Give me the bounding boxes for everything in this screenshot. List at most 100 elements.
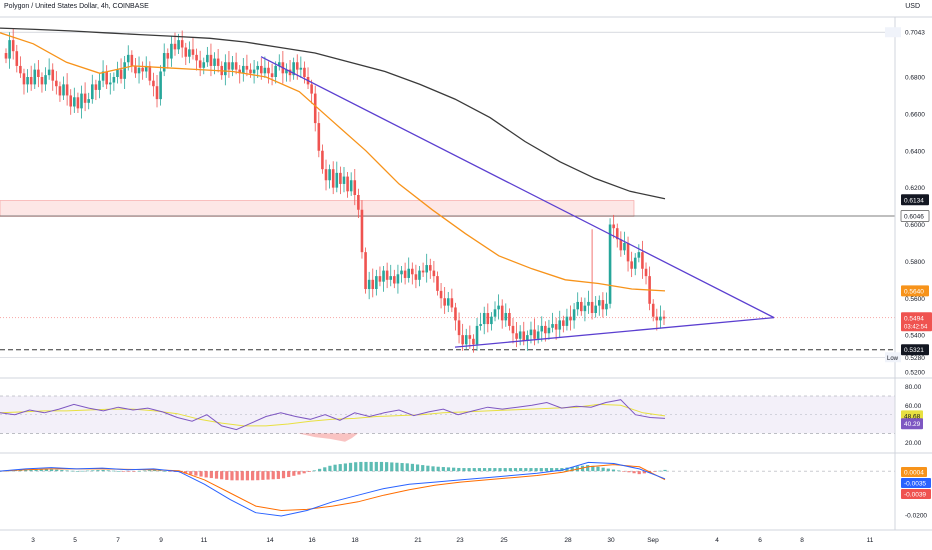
candle-body: [76, 97, 80, 109]
symbol-title: Polygon / United States Dollar, 4h, COIN…: [4, 3, 149, 10]
candle-body: [396, 274, 400, 284]
macd-histogram-bar: [49, 469, 54, 472]
candle-body: [8, 40, 11, 59]
macd-histogram-bar: [472, 468, 476, 472]
axes: 0.6800 0.6600 0.6400 0.6200 0.6000 0.5800 0.56…: [0, 16, 932, 544]
candle-body: [518, 331, 522, 339]
candle-body: [267, 67, 270, 74]
candle-body: [148, 65, 152, 81]
rsi-tick-label: 80.00: [905, 384, 922, 391]
macd-histogram-bar: [132, 471, 136, 472]
resistance-badge-border: [900, 210, 930, 222]
macd-histogram-bar: [441, 467, 445, 472]
candle-body: [619, 239, 623, 251]
macd-histogram-bar: [96, 470, 100, 472]
macd-histogram-bar: [158, 470, 162, 472]
currency-label[interactable]: USD: [905, 3, 920, 10]
candle-body: [238, 69, 242, 74]
time-axis-label: 30: [607, 537, 615, 544]
candle-body: [277, 62, 281, 66]
macd-histogram-bar: [513, 468, 518, 472]
macd-histogram-bar: [250, 471, 255, 481]
rsi-badge-bg: [901, 418, 923, 430]
candle-body: [515, 333, 518, 339]
macd-histogram-bar: [421, 465, 425, 472]
candle-body: [177, 40, 180, 50]
candle-body: [328, 169, 331, 181]
candle-body: [414, 274, 418, 280]
candle-body: [583, 305, 587, 312]
candle-body: [572, 309, 576, 321]
candle-body: [615, 228, 619, 240]
macd-histogram-bar: [116, 471, 121, 472]
candle-body: [116, 69, 119, 77]
macd-histogram-bar: [245, 471, 250, 481]
candle-body: [511, 325, 515, 334]
time-axis-label: 7: [116, 537, 120, 544]
price-pane[interactable]: [0, 27, 895, 358]
support-badge-bg: [901, 344, 929, 356]
candle-body: [490, 316, 493, 325]
macd-histogram-bar: [34, 469, 38, 472]
macd-histogram-bar: [142, 470, 146, 472]
macd-histogram-bar: [281, 471, 286, 479]
macd-histogram-bar: [312, 470, 317, 472]
macd-pane[interactable]: [0, 461, 895, 517]
candle-body: [536, 331, 540, 339]
price-tick-label: 0.6000: [905, 222, 925, 229]
low-value-label: 0.5280: [905, 355, 925, 362]
candle-body: [364, 252, 367, 290]
candle-body: [389, 276, 393, 280]
candle-body: [141, 67, 144, 72]
candle-body: [285, 69, 288, 74]
high-value-label: 0.7043: [905, 30, 925, 37]
candle-body: [454, 307, 457, 321]
candle-body: [227, 62, 231, 70]
candle-body: [342, 176, 346, 184]
candle-body: [385, 270, 389, 280]
candle-body: [630, 261, 633, 269]
candle-body: [101, 71, 105, 81]
candle-body: [188, 49, 191, 57]
candle-body: [256, 65, 259, 70]
candle-body: [170, 43, 173, 59]
macd-histogram-bar: [410, 463, 415, 472]
candle-body: [288, 69, 292, 76]
rsi-pane[interactable]: [0, 395, 895, 442]
macd-histogram-bar: [436, 466, 440, 472]
candle-body: [299, 67, 303, 70]
candle-body: [450, 298, 454, 308]
candle-body: [633, 257, 637, 269]
rsi-tick-label: 60.00: [905, 403, 922, 410]
price-tick-label: 0.5800: [905, 259, 925, 266]
ema50-badge-bg: [901, 285, 929, 297]
macd-histogram-bar: [29, 469, 33, 472]
time-axis-label: 28: [564, 537, 572, 544]
candle-body: [224, 62, 227, 76]
candle-body: [4, 53, 8, 59]
macd-histogram-bar: [493, 468, 497, 472]
macd-histogram-bar: [488, 468, 492, 472]
macd-hist-badge: 0.0004: [904, 470, 924, 477]
candle-body: [443, 298, 446, 306]
candle-body: [33, 69, 37, 85]
rsi-tick-label: 20.00: [905, 440, 922, 447]
time-axis-label: 25: [500, 537, 508, 544]
candle-body: [479, 324, 482, 326]
macd-histogram-bar: [359, 461, 363, 472]
candle-body: [94, 84, 98, 90]
candle-body: [504, 313, 508, 321]
ascending-trendline: [454, 316, 775, 348]
time-axis-label: 3: [31, 537, 35, 544]
macd-histogram-bar: [374, 461, 378, 472]
macd-histogram-bar: [415, 464, 420, 472]
candle-body: [428, 265, 432, 271]
time-axis-label: 18: [351, 537, 359, 544]
candle-body: [321, 150, 324, 170]
candle-body: [407, 268, 411, 278]
candle-body: [119, 69, 123, 79]
candle-body: [544, 325, 547, 334]
candle-body: [576, 301, 579, 310]
candle-body: [421, 270, 425, 273]
